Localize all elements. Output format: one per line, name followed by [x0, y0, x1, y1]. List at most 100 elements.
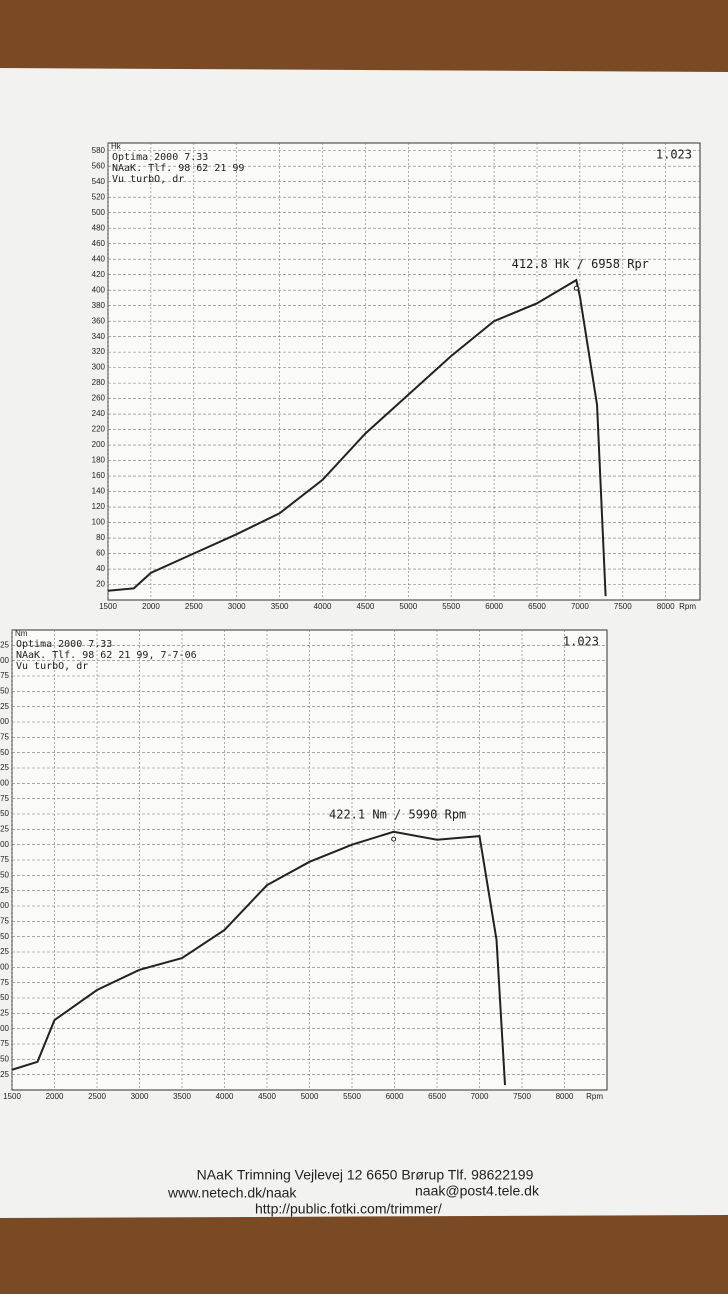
- y-tick-label: 100: [92, 518, 106, 527]
- y-tick-label: 350: [0, 870, 10, 879]
- y-tick-label: 240: [92, 409, 106, 418]
- y-tick-label: 400: [0, 840, 10, 849]
- x-tick-label: 1500: [99, 602, 117, 611]
- footer-line: http://public.fotki.com/trimmer/: [255, 1201, 442, 1217]
- y-tick-label: 580: [92, 146, 106, 155]
- y-tick-label: 250: [0, 932, 10, 941]
- y-tick-label: 475: [0, 794, 10, 803]
- y-tick-label: 220: [92, 425, 106, 434]
- y-tick-label: 25: [0, 1070, 9, 1079]
- y-tick-label: 80: [96, 533, 105, 542]
- y-tick-label: 400: [92, 285, 106, 294]
- y-tick-label: 300: [0, 901, 10, 910]
- x-tick-label: 5000: [301, 1092, 319, 1101]
- header-line: Vu turbO, dr: [16, 661, 88, 672]
- y-tick-label: 675: [0, 671, 10, 680]
- x-tick-label: 3000: [228, 602, 246, 611]
- y-tick-label: 700: [0, 656, 10, 665]
- y-tick-label: 160: [92, 471, 106, 480]
- y-tick-label: 100: [0, 1024, 10, 1033]
- y-tick-label: 340: [92, 332, 106, 341]
- y-tick-label: 525: [0, 763, 10, 772]
- y-axis-label: Nm: [15, 629, 28, 638]
- footer-line: naak@post4.tele.dk: [415, 1183, 540, 1199]
- x-tick-label: 4500: [356, 602, 374, 611]
- y-tick-label: 120: [92, 502, 106, 511]
- y-tick-label: 550: [0, 748, 10, 757]
- x-tick-label: 8000: [657, 602, 675, 611]
- peak-annotation: 422.1 Nm / 5990 Rpm: [329, 808, 466, 822]
- y-tick-label: 600: [0, 717, 10, 726]
- y-tick-label: 450: [0, 809, 10, 818]
- y-tick-label: 500: [92, 208, 106, 217]
- plot-area: [107, 142, 701, 601]
- y-tick-label: 420: [92, 270, 106, 279]
- y-tick-label: 300: [92, 363, 106, 372]
- y-tick-label: 425: [0, 824, 10, 833]
- peak-marker: [391, 836, 397, 842]
- y-tick-label: 360: [92, 316, 106, 325]
- x-tick-label: 7000: [571, 602, 589, 611]
- y-tick-label: 460: [92, 239, 106, 248]
- y-tick-label: 575: [0, 732, 10, 741]
- x-tick-label: 3000: [131, 1092, 149, 1101]
- x-tick-label: 5000: [399, 602, 417, 611]
- y-tick-label: 625: [0, 702, 10, 711]
- y-tick-label: 375: [0, 855, 10, 864]
- footer-line: NAaK Trimning Vejlevej 12 6650 Brørup Tl…: [197, 1167, 534, 1183]
- y-tick-label: 325: [0, 886, 10, 895]
- y-tick-label: 20: [96, 580, 105, 589]
- x-tick-label: 2500: [88, 1092, 106, 1101]
- x-tick-label: 7500: [513, 1092, 531, 1101]
- x-tick-label: 1500: [3, 1092, 21, 1101]
- y-tick-label: 125: [0, 1008, 10, 1017]
- y-tick-label: 650: [0, 686, 10, 695]
- y-tick-label: 275: [0, 916, 10, 925]
- y-tick-label: 380: [92, 301, 106, 310]
- y-tick-label: 440: [92, 254, 106, 263]
- y-tick-label: 180: [92, 456, 106, 465]
- y-tick-label: 175: [0, 978, 10, 987]
- y-tick-label: 140: [92, 487, 106, 496]
- header-line: Optima 2000 7.33: [16, 639, 112, 650]
- x-tick-label: 6000: [386, 1092, 404, 1101]
- y-tick-label: 280: [92, 378, 106, 387]
- y-tick-label: 500: [0, 778, 10, 787]
- header-line: NAaK. Tlf. 98 62 21 99, 7-7-06: [16, 650, 197, 661]
- y-tick-label: 75: [0, 1039, 9, 1048]
- x-tick-label: 3500: [173, 1092, 191, 1101]
- y-tick-label: 540: [92, 177, 106, 186]
- peak-annotation: 412.8 Hk / 6958 Rpr: [512, 257, 649, 271]
- x-tick-label: 6000: [485, 602, 503, 611]
- y-tick-label: 320: [92, 347, 106, 356]
- x-tick-label: 4500: [258, 1092, 276, 1101]
- y-tick-label: 60: [96, 549, 105, 558]
- y-tick-label: 40: [96, 564, 105, 573]
- y-tick-label: 480: [92, 223, 106, 232]
- x-axis-label: Rpm: [586, 1092, 603, 1101]
- x-tick-label: 6500: [528, 602, 546, 611]
- x-tick-label: 5500: [442, 602, 460, 611]
- x-tick-label: 2000: [142, 602, 160, 611]
- header-line: Optima 2000 7.33: [112, 152, 208, 163]
- y-tick-label: 560: [92, 161, 106, 170]
- x-tick-label: 4000: [216, 1092, 234, 1101]
- peak-marker: [573, 285, 579, 291]
- x-tick-label: 3500: [271, 602, 289, 611]
- data-line: [11, 830, 506, 1086]
- y-tick-label: 520: [92, 192, 106, 201]
- y-tick-label: 200: [0, 962, 10, 971]
- x-tick-label: 6500: [428, 1092, 446, 1101]
- x-tick-label: 5500: [343, 1092, 361, 1101]
- version-label: 1.023: [563, 635, 599, 649]
- y-tick-label: 150: [0, 993, 10, 1002]
- y-tick-label: 725: [0, 640, 10, 649]
- x-tick-label: 7500: [614, 602, 632, 611]
- y-tick-label: 260: [92, 394, 106, 403]
- x-tick-label: 4000: [314, 602, 332, 611]
- footer-line: www.netech.dk/naak: [167, 1185, 297, 1201]
- header-line: Vu turbO, dr: [112, 174, 184, 185]
- y-tick-label: 225: [0, 947, 10, 956]
- y-tick-label: 50: [0, 1054, 9, 1063]
